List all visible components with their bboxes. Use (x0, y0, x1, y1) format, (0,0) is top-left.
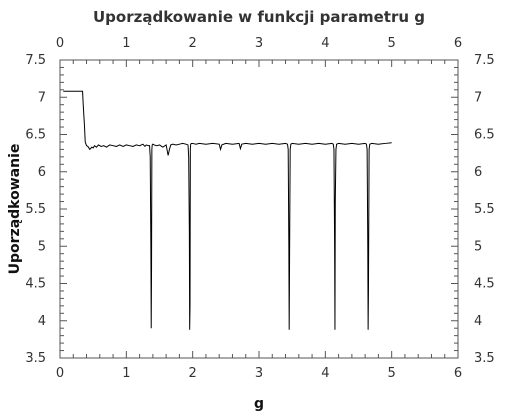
x-tick-label-top: 6 (454, 36, 462, 51)
x-tick-label-bottom: 5 (388, 366, 396, 381)
x-tick-label-bottom: 6 (454, 366, 462, 381)
series-line (63, 90, 392, 330)
y-tick-label-right: 3.5 (474, 351, 495, 366)
chart-title: Uporządkowanie w funkcji parametru g (93, 8, 425, 26)
x-axis-bottom: 0 1 2 3 4 5 6 (56, 351, 462, 381)
y-tick-label-left: 4.5 (25, 277, 46, 292)
y-tick-label-right: 5.5 (474, 202, 495, 217)
y-tick-label-left: 5.5 (25, 202, 46, 217)
x-tick-label-bottom: 2 (189, 366, 197, 381)
y-tick-label-left: 7.5 (25, 53, 46, 68)
x-axis-top: 0 1 2 3 4 5 6 (56, 36, 462, 67)
y-tick-label-right: 6 (474, 165, 482, 180)
x-tick-label-top: 5 (388, 36, 396, 51)
y-tick-label-left: 6.5 (25, 128, 46, 143)
y-axis-left: 3.5 4 4.5 5 5.5 6 6.5 7 7.5 (25, 53, 67, 366)
x-tick-label-bottom: 0 (56, 366, 64, 381)
x-tick-label-top: 3 (255, 36, 263, 51)
y-tick-label-right: 7 (474, 90, 482, 105)
x-tick-label-top: 1 (122, 36, 130, 51)
y-tick-label-right: 5 (474, 239, 482, 254)
x-axis-label: g (254, 396, 264, 412)
x-tick-label-top: 2 (189, 36, 197, 51)
y-axis-right: 3.5 4 4.5 5 5.5 6 6.5 7 7.5 (451, 53, 495, 366)
y-axis-label: Uporządkowanie (7, 144, 23, 275)
plot-frame (59, 59, 459, 359)
y-tick-label-left: 6 (38, 165, 46, 180)
x-tick-label-bottom: 3 (255, 366, 263, 381)
y-tick-label-right: 4.5 (474, 277, 495, 292)
y-tick-label-left: 5 (38, 239, 46, 254)
x-tick-label-top: 4 (321, 36, 329, 51)
x-tick-label-bottom: 1 (122, 366, 130, 381)
y-tick-label-right: 6.5 (474, 128, 495, 143)
x-tick-label-top: 0 (56, 36, 64, 51)
y-tick-label-left: 7 (38, 90, 46, 105)
y-tick-label-right: 4 (474, 314, 482, 329)
y-tick-label-left: 3.5 (25, 351, 46, 366)
y-tick-label-right: 7.5 (474, 53, 495, 68)
y-tick-label-left: 4 (38, 314, 46, 329)
x-tick-label-bottom: 4 (321, 366, 329, 381)
